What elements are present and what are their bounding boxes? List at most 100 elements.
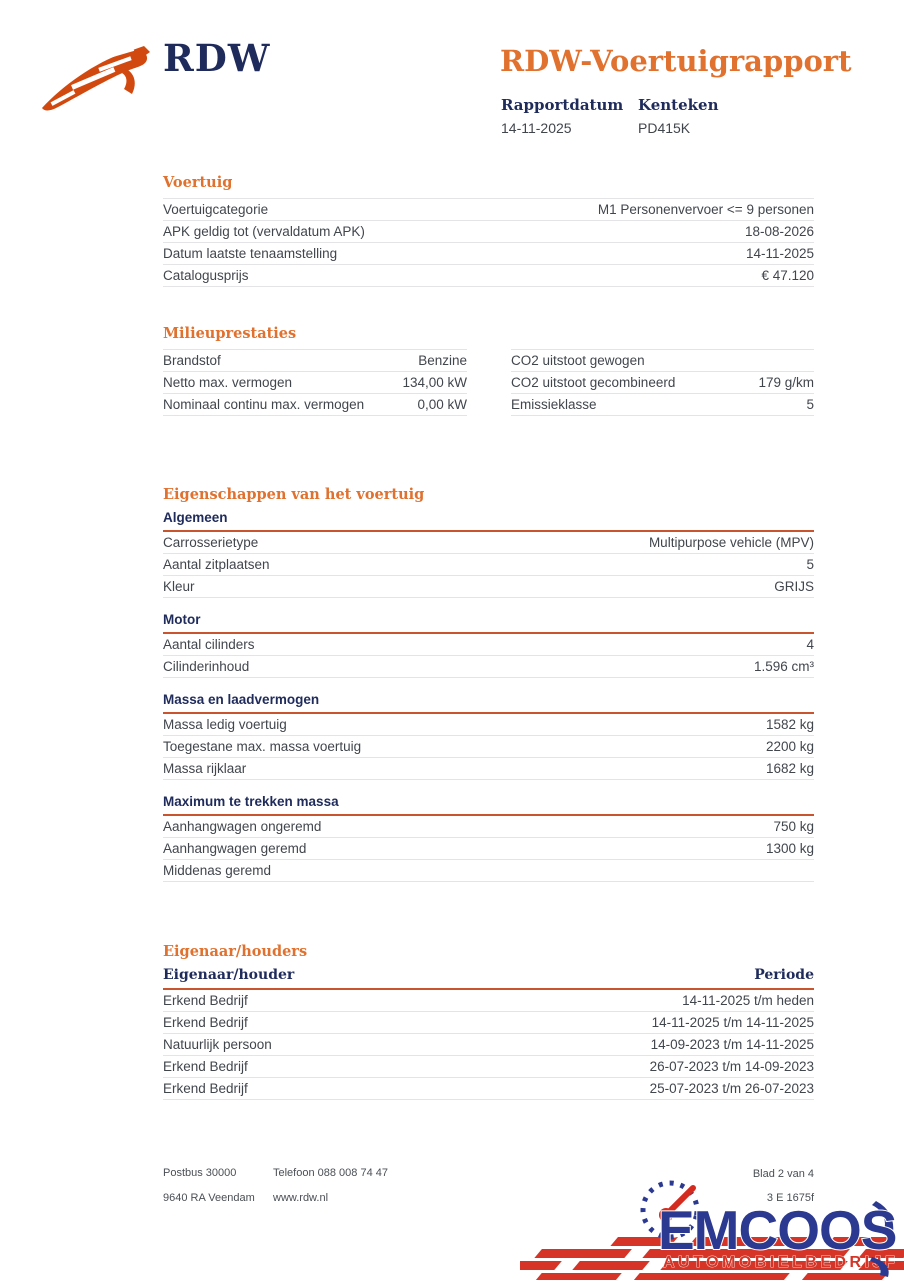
footer: Postbus 30000 Telefoon 088 008 74 47 964… [163, 1167, 388, 1204]
row-label: Kleur [163, 579, 195, 594]
row-label: Middenas geremd [163, 863, 272, 878]
table-row: Aantal zitplaatsen 5 [163, 554, 814, 576]
table-row: Erkend Bedrijf 25-07-2023 t/m 26-07-2023 [163, 1078, 814, 1100]
row-label: Massa ledig voertuig [163, 717, 287, 732]
rdw-wordmark: RDW [163, 36, 271, 80]
owner-name: Natuurlijk persoon [163, 1037, 272, 1052]
footer-website-link[interactable]: www.rdw.nl [273, 1192, 329, 1204]
section-eigenaar-houders: Eigenaar/houders Eigenaar/houder Periode… [163, 943, 814, 1100]
column-header-owner: Eigenaar/houder [163, 967, 295, 983]
footer-city: 9640 RA Veendam [163, 1192, 255, 1204]
row-label: CO2 uitstoot gewogen [511, 353, 645, 368]
rdw-feather-icon [40, 30, 250, 120]
row-label: Aanhangwagen ongeremd [163, 819, 322, 834]
table-row: Erkend Bedrijf 26-07-2023 t/m 14-09-2023 [163, 1056, 814, 1078]
row-value: 134,00 kW [402, 375, 467, 390]
row-value: 1582 kg [765, 717, 814, 732]
owners-table-header: Eigenaar/houder Periode [163, 967, 814, 990]
row-value: 1.596 cm³ [753, 659, 814, 674]
row-value: 14-11-2025 [745, 246, 814, 261]
row-value: 1682 kg [765, 761, 814, 776]
license-plate-block: Kenteken PD415K [638, 96, 718, 136]
speed-stripes-shape [504, 1237, 904, 1280]
row-label: Aantal cilinders [163, 637, 255, 652]
table-row: Kleur GRIJS [163, 576, 814, 598]
owner-period: 14-11-2025 t/m 14-11-2025 [651, 1015, 814, 1030]
owner-name: Erkend Bedrijf [163, 1015, 248, 1030]
table-row: Datum laatste tenaamstelling 14-11-2025 [163, 243, 814, 265]
row-label: Catalogusprijs [163, 268, 249, 283]
license-plate-label: Kenteken [638, 96, 719, 114]
row-value: 4 [806, 637, 814, 652]
owner-name: Erkend Bedrijf [163, 1081, 248, 1096]
table-row: Massa rijklaar 1682 kg [163, 758, 814, 780]
page-number: Blad 2 van 4 [752, 1168, 814, 1180]
table-row: Erkend Bedrijf 14-11-2025 t/m 14-11-2025 [163, 1012, 814, 1034]
owner-period: 14-09-2023 t/m 14-11-2025 [650, 1037, 814, 1052]
row-value: 0,00 kW [417, 397, 467, 412]
speedometer-icon [640, 1180, 700, 1240]
section-eigenschappen: Eigenschappen van het voertuig Algemeen … [163, 486, 814, 882]
table-row: Emissieklasse 5 [511, 394, 814, 416]
column-header-period: Periode [754, 967, 814, 983]
table-row: CO2 uitstoot gecombineerd 179 g/km [511, 372, 814, 394]
table-row: Brandstof Benzine [163, 350, 467, 372]
report-date-block: Rapportdatum 14-11-2025 [501, 96, 623, 136]
row-value: 2200 kg [765, 739, 814, 754]
row-label: Brandstof [163, 353, 221, 368]
owner-name: Erkend Bedrijf [163, 993, 248, 1008]
table-row: Middenas geremd [163, 860, 814, 882]
table-row: CO2 uitstoot gewogen [511, 350, 814, 372]
owner-period: 25-07-2023 t/m 26-07-2023 [649, 1081, 814, 1096]
row-label: Emissieklasse [511, 397, 597, 412]
row-value: 179 g/km [758, 375, 814, 390]
table-row: APK geldig tot (vervaldatum APK) 18-08-2… [163, 221, 814, 243]
section-heading: Voertuig [163, 174, 233, 191]
emcoos-wordmark-text: EMCOOS [658, 1199, 896, 1261]
license-plate-value: PD415K [638, 120, 691, 136]
section-milieuprestaties: Milieuprestaties Brandstof Benzine Netto… [163, 325, 814, 416]
row-label: Datum laatste tenaamstelling [163, 246, 338, 261]
table-row: Carrosserietype Multipurpose vehicle (MP… [163, 532, 814, 554]
page-title: RDW-Voertuigrapport [500, 44, 852, 78]
table-row: Voertuigcategorie M1 Personenvervoer <= … [163, 199, 814, 221]
footer-phone: Telefoon 088 008 74 47 [273, 1167, 388, 1179]
row-label: CO2 uitstoot gecombineerd [511, 375, 676, 390]
emcoos-subtitle-text: AUTOMOBIELBEDRIJF [663, 1254, 898, 1271]
row-value: GRIJS [774, 579, 814, 594]
swoosh-shape [872, 1201, 894, 1239]
row-value: Benzine [418, 353, 467, 368]
row-label: Voertuigcategorie [163, 202, 269, 217]
row-value: € 47.120 [761, 268, 814, 283]
table-row: Natuurlijk persoon 14-09-2023 t/m 14-11-… [163, 1034, 814, 1056]
row-label: Netto max. vermogen [163, 375, 293, 390]
row-value: 18-08-2026 [744, 224, 814, 239]
table-row: Toegestane max. massa voertuig 2200 kg [163, 736, 814, 758]
owner-name: Erkend Bedrijf [163, 1059, 248, 1074]
table-row: Massa ledig voertuig 1582 kg [163, 714, 814, 736]
row-label: Aanhangwagen geremd [163, 841, 307, 856]
section-heading: Milieuprestaties [163, 325, 297, 342]
subsection-heading-trekken: Maximum te trekken massa [163, 794, 814, 816]
owner-period: 26-07-2023 t/m 14-09-2023 [649, 1059, 814, 1074]
document-code: 3 E 1675f [766, 1192, 814, 1204]
row-value: M1 Personenvervoer <= 9 personen [597, 202, 814, 217]
table-row: Cilinderinhoud 1.596 cm³ [163, 656, 814, 678]
row-label: Toegestane max. massa voertuig [163, 739, 362, 754]
row-value: Multipurpose vehicle (MPV) [648, 535, 814, 550]
row-value: 5 [806, 397, 814, 412]
section-heading: Eigenschappen van het voertuig [163, 486, 425, 503]
table-row: Aanhangwagen geremd 1300 kg [163, 838, 814, 860]
table-row: Aantal cilinders 4 [163, 634, 814, 656]
subsection-heading-massa: Massa en laadvermogen [163, 692, 814, 714]
table-row: Erkend Bedrijf 14-11-2025 t/m heden [163, 990, 814, 1012]
subsection-heading-motor: Motor [163, 612, 814, 634]
row-label: Carrosserietype [163, 535, 259, 550]
subsection-heading-algemeen: Algemeen [163, 510, 814, 532]
report-date-label: Rapportdatum [501, 96, 624, 114]
row-value: 1300 kg [765, 841, 814, 856]
footer-postbus: Postbus 30000 [163, 1167, 237, 1179]
section-voertuig: Voertuig Voertuigcategorie M1 Personenve… [163, 174, 814, 287]
table-row: Nominaal continu max. vermogen 0,00 kW [163, 394, 467, 416]
report-date-value: 14-11-2025 [501, 120, 572, 136]
